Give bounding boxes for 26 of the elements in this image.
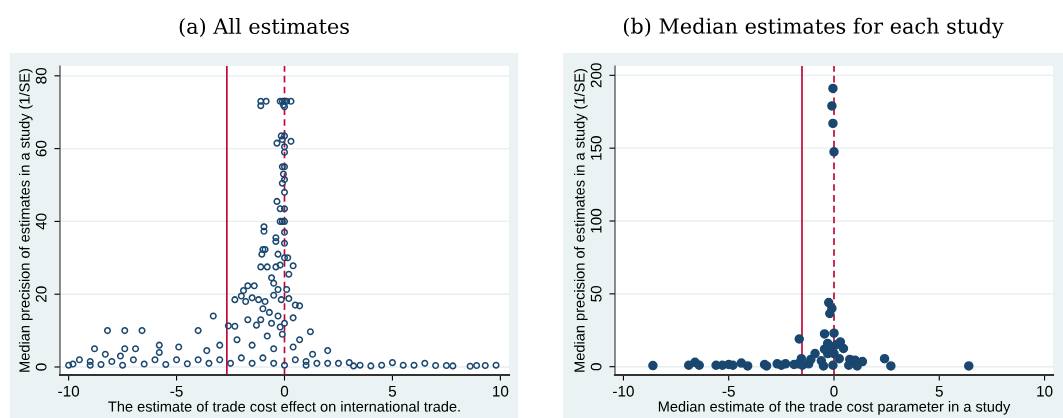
x-tick-label: 0 (830, 385, 838, 397)
x-axis-title: The estimate of trade cost effect on international trade. (108, 401, 460, 412)
x-axis-title: Median estimate of the trade cost parameter in a study (658, 401, 1011, 415)
y-tick-label: 200 (590, 63, 602, 88)
y-tick-label: 100 (590, 208, 602, 233)
x-tick-label: 10 (493, 385, 509, 397)
y-tick-label: 40 (35, 213, 47, 230)
chart-title: (a) All estimates (179, 17, 349, 37)
y-tick-label: 0 (590, 363, 602, 371)
chart-title: (b) Median estimates for each study (623, 17, 1004, 39)
x-tick-label: 10 (1037, 385, 1053, 397)
y-tick-label: 20 (35, 286, 47, 302)
x-tick-label: 5 (388, 385, 397, 397)
x-tick-label: 5 (935, 385, 943, 397)
y-tick-label: 60 (35, 140, 47, 157)
y-tick-label: 0 (35, 363, 47, 371)
y-axis-title: Median precision of estimates in a study (1/SE) (573, 69, 588, 372)
x-tick-label: -10 (613, 385, 634, 397)
x-tick-label: -5 (722, 385, 735, 397)
y-tick-label: 50 (590, 285, 602, 302)
y-tick-label: 150 (590, 136, 602, 160)
x-tick-label: -5 (170, 385, 183, 397)
y-tick-label: 80 (35, 67, 47, 84)
y-axis-title: Median precision of estimates in a study (1/SE) (18, 69, 33, 372)
x-tick-label: -10 (58, 385, 80, 397)
x-tick-label: 0 (280, 385, 289, 397)
